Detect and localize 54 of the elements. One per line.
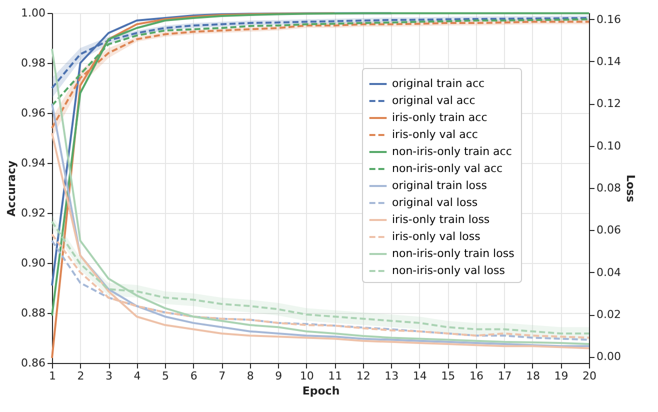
- legend-label: non-iris-only train loss: [392, 247, 515, 260]
- y-axis-title: Accuracy: [5, 160, 18, 216]
- y2-tick-label: 0.00: [596, 350, 621, 364]
- legend-label: original train loss: [392, 179, 488, 192]
- legend-label: non-iris-only val acc: [392, 162, 503, 175]
- y-tick-label: 1.00: [21, 6, 46, 20]
- x-tick-label: 7: [218, 370, 226, 382]
- x-tick-label: 10: [300, 370, 314, 382]
- y2-tick-label: 0.10: [596, 139, 621, 152]
- x-tick-label: 6: [190, 370, 198, 382]
- x-tick-label: 9: [275, 370, 282, 382]
- x-tick-label: 14: [412, 370, 427, 382]
- legend-label: original train acc: [392, 77, 485, 90]
- y-tick-label: 0.96: [21, 106, 46, 120]
- x-tick-label: 12: [356, 370, 370, 382]
- x-tick-label: 11: [328, 370, 342, 382]
- y2-tick-label: 0.12: [596, 97, 621, 110]
- y-tick-label: 0.86: [21, 356, 46, 370]
- x-tick-label: 16: [469, 370, 484, 382]
- y2-tick-label: 0.16: [596, 12, 621, 26]
- legend-label: iris-only train acc: [392, 111, 488, 124]
- y2-tick-label: 0.06: [596, 224, 621, 237]
- y-tick-label: 0.88: [21, 306, 46, 320]
- y-tick-label: 0.94: [21, 156, 46, 170]
- line-series: [51, 12, 590, 316]
- x-tick-label: 13: [384, 370, 399, 382]
- legend-label: non-iris-only train acc: [392, 145, 512, 158]
- legend-label: iris-only val acc: [392, 128, 478, 141]
- legend-label: iris-only train loss: [392, 213, 490, 226]
- y2-tick-label: 0.14: [596, 54, 621, 68]
- x-tick-label: 18: [526, 370, 540, 382]
- y-tick-label: 0.92: [21, 206, 46, 220]
- line-series: [51, 48, 590, 346]
- y-tick-label: 0.98: [21, 56, 46, 70]
- x-tick-label: 2: [77, 370, 84, 382]
- x-tick-label: 20: [582, 370, 596, 382]
- y2-tick-label: 0.08: [596, 182, 621, 194]
- x-tick-label: 1: [49, 370, 56, 382]
- x-tick-label: 4: [134, 370, 141, 382]
- legend-label: non-iris-only val loss: [392, 264, 506, 277]
- x-tick-label: 5: [162, 370, 170, 382]
- x-tick-label: 3: [106, 370, 113, 382]
- x-tick-label: 17: [498, 370, 512, 382]
- legend-label: original val acc: [392, 94, 476, 107]
- y-tick-label: 0.90: [21, 256, 46, 270]
- x-tick-label: 15: [441, 370, 456, 382]
- legend-label: original val loss: [392, 196, 478, 209]
- x-tick-label: 8: [246, 370, 254, 382]
- y2-tick-label: 0.02: [596, 308, 621, 322]
- y2-tick-label: 0.04: [596, 266, 621, 279]
- x-tick-label: 19: [554, 370, 568, 382]
- y2-axis-title: Loss: [624, 174, 637, 203]
- legend-label: iris-only val loss: [392, 230, 481, 243]
- x-axis-title: Epoch: [302, 384, 340, 398]
